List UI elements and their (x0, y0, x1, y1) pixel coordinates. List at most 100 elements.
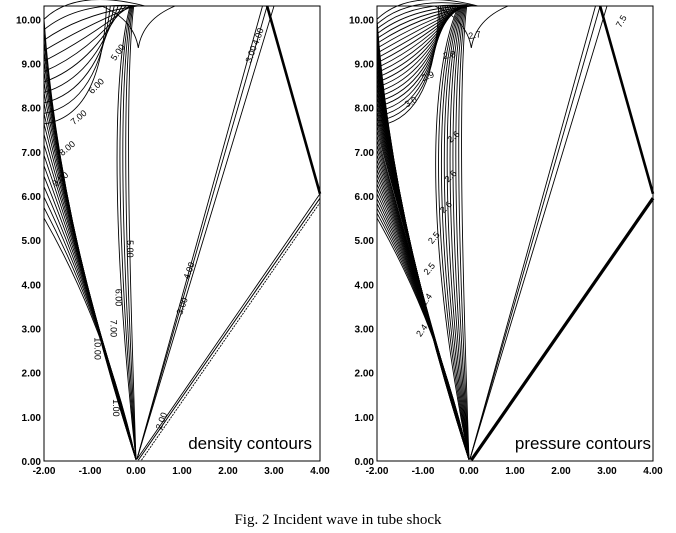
x-tick-label: 0.00 (126, 466, 146, 477)
y-tick-label: 6.00 (355, 192, 375, 203)
y-tick-label: 7.00 (22, 148, 42, 159)
contour-line (438, 5, 470, 460)
contour-line (122, 5, 137, 460)
contour-label: 2.7 (468, 29, 482, 41)
contour-line (376, 5, 466, 54)
x-tick-label: -2.00 (33, 466, 56, 477)
density-x-tick-labels: -2.00 -1.00 0.00 1.00 2.00 3.00 4.00 (33, 466, 331, 477)
figure-caption: Fig. 2 Incident wave in tube shock (234, 512, 442, 528)
x-tick-label: 2.00 (218, 466, 238, 477)
y-tick-label: 6.00 (22, 192, 42, 203)
contour-line (119, 5, 137, 460)
x-tick-label: 3.00 (597, 466, 617, 477)
fan-line (469, 5, 601, 460)
fan-line (136, 5, 275, 460)
incident-shock-edge (141, 202, 321, 461)
contour-label: 2.9 (420, 69, 435, 83)
y-tick-label: 2.00 (22, 369, 42, 380)
x-tick-label: -1.00 (412, 466, 435, 477)
fan-line (136, 193, 321, 460)
reflected-shock (598, 5, 655, 195)
contour-line (43, 19, 137, 460)
pressure-panel-label: pressure contours (515, 434, 651, 453)
y-tick-label: 2.00 (355, 369, 375, 380)
contour-line (43, 4, 142, 31)
pressure-plot-frame (376, 5, 654, 462)
incident-shock (469, 197, 655, 462)
y-tick-label: 5.00 (22, 236, 42, 247)
x-tick-label: 0.00 (459, 466, 479, 477)
x-tick-label: -1.00 (79, 466, 102, 477)
contour-label: 10.00 (93, 337, 103, 360)
density-y-tick-labels: 0.00 1.00 2.00 3.00 4.00 5.00 6.00 7.00 8.00 9.00… (16, 15, 41, 468)
pressure-panel: 2.72.82.93.02.62.62.62.52.52.42.47.5 -2.… (349, 0, 663, 477)
fan-line (136, 5, 268, 460)
x-tick-label: 4.00 (643, 466, 663, 477)
y-tick-label: 1.00 (22, 413, 42, 424)
density-panel-label: density contours (188, 434, 312, 453)
contour-line (443, 5, 470, 460)
fan-line (136, 5, 263, 460)
density-plot-frame (43, 5, 321, 462)
pressure-y-tick-labels: 0.00 1.00 2.00 3.00 4.00 5.00 6.00 7.00 8.00 9.00… (349, 15, 374, 468)
density-panel: 5.00 6.00 7.00 8.00 9.00 5.00 6.00 7.00 10.00 4.0… (16, 0, 330, 477)
y-tick-label: 8.00 (355, 104, 375, 115)
y-tick-label: 4.00 (355, 280, 375, 291)
x-tick-label: 2.00 (551, 466, 571, 477)
contour-line (376, 5, 447, 107)
contour-line (376, 5, 445, 112)
contour-line (455, 5, 470, 460)
cusp-contour (434, 5, 509, 49)
contour-line (435, 5, 470, 460)
pressure-contour-lines: 2.72.82.93.02.62.62.62.52.52.42.47.5 (376, 0, 655, 462)
x-tick-label: 1.00 (172, 466, 192, 477)
x-tick-label: 4.00 (310, 466, 330, 477)
contour-line (376, 2, 477, 25)
contour-line (440, 5, 470, 460)
y-tick-label: 4.00 (22, 280, 42, 291)
y-tick-label: 5.00 (355, 236, 375, 247)
contour-label: 7.00 (109, 320, 119, 338)
y-tick-label: 7.00 (355, 148, 375, 159)
contour-label: 6.00 (113, 289, 123, 307)
contour-line (376, 0, 479, 20)
contour-line (376, 5, 465, 59)
contour-label: 2.8 (442, 49, 456, 61)
y-tick-label: 8.00 (22, 104, 42, 115)
contour-line (376, 19, 470, 460)
contour-line (449, 5, 470, 460)
x-tick-label: 3.00 (264, 466, 284, 477)
y-tick-label: 10.00 (349, 15, 374, 26)
contour-line (116, 5, 137, 460)
fan-line (469, 5, 608, 460)
pressure-x-tick-labels: -2.00 -1.00 0.00 1.00 2.00 3.00 4.00 (366, 466, 664, 477)
y-tick-label: 0.00 (355, 457, 375, 468)
y-tick-label: 9.00 (22, 59, 42, 70)
y-tick-label: 3.00 (355, 324, 375, 335)
contour-line (376, 4, 475, 30)
y-tick-label: 0.00 (22, 457, 42, 468)
fan-line (469, 5, 596, 460)
contour-line (461, 5, 470, 460)
y-tick-label: 9.00 (355, 59, 375, 70)
contour-label: 1.00 (111, 399, 121, 417)
contour-line (43, 5, 134, 52)
contour-label: 5.00 (125, 240, 135, 258)
contour-line (458, 5, 470, 460)
cusp-contour (101, 5, 176, 49)
y-tick-label: 1.00 (355, 413, 375, 424)
contour-line (452, 5, 470, 460)
reflected-shock (265, 5, 322, 195)
contour-line (43, 5, 130, 62)
x-tick-label: 1.00 (505, 466, 525, 477)
contour-line (125, 5, 137, 460)
contour-line (128, 5, 137, 460)
contour-line (446, 5, 470, 460)
x-tick-label: -2.00 (366, 466, 389, 477)
incident-shock (137, 197, 321, 461)
y-tick-label: 10.00 (16, 15, 41, 26)
contour-line (43, 0, 146, 20)
contour-line (43, 5, 138, 41)
y-tick-label: 3.00 (22, 324, 42, 335)
